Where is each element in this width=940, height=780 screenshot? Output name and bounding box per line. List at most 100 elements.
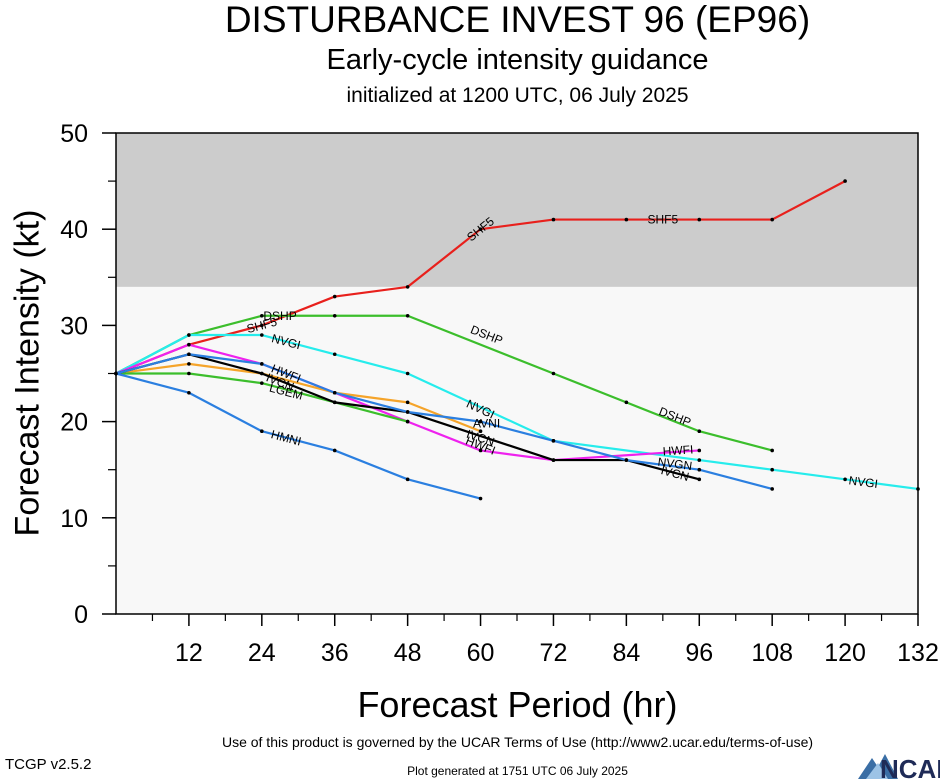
x-tick-label: 96 [685,639,713,667]
version-text: TCGP v2.5.2 [5,756,92,773]
data-point [405,313,410,318]
x-tick-label: 120 [824,639,866,667]
data-point [697,217,702,222]
data-point [187,390,191,395]
data-point [332,448,337,453]
y-tick-label: 40 [60,216,88,244]
data-point [624,458,629,462]
x-tick-label: 36 [321,639,349,667]
data-point [187,333,191,337]
x-tick-label: 24 [248,639,276,667]
data-point [478,448,483,453]
data-point [187,342,191,347]
ncar-logo: NCAR [858,754,940,780]
data-point [770,217,774,222]
data-point [551,458,556,462]
data-point [187,362,191,366]
y-tick-label: 50 [60,120,88,148]
data-point [260,333,264,337]
chart-subtitle: Early-cycle intensity guidance [326,44,709,76]
data-point [187,352,191,357]
generated-text: Plot generated at 1751 UTC 06 July 2025 [407,764,628,778]
y-tick-label: 0 [74,601,88,629]
series-nvgn [114,352,774,491]
series-line [115,333,919,491]
series-label-dshp: DSHP [263,309,296,323]
series-line [115,372,481,500]
data-point [332,313,337,318]
series-line [115,353,700,481]
data-point [260,313,264,318]
x-tick-label: 72 [540,639,568,667]
data-point [916,487,920,491]
data-point [697,458,702,462]
tick-labels: 0 10 20 30 40 50 12 24 36 48 60 72 84 96 108 120 132 [60,120,939,667]
data-point [697,467,702,472]
data-point [770,448,774,453]
data-point [478,419,483,424]
ncar-logo-mark-light [866,763,888,779]
data-point [551,439,556,443]
chart-title: DISTURBANCE INVEST 96 (EP96) [224,0,811,40]
data-point [770,487,774,491]
series-label-hwfi: HWFI [662,442,694,458]
series-lines [114,179,920,501]
data-point [551,217,556,222]
data-point [260,381,264,385]
series-label-avni: AVNI [473,417,500,431]
data-point [697,448,702,453]
intensity-bands: TS [116,49,918,614]
data-point [697,429,702,434]
intensity-band [116,286,918,614]
data-point [551,371,556,376]
x-tick-label: 84 [612,639,640,667]
data-point [405,400,410,405]
band-label: TS [146,49,168,68]
y-tick-label: 30 [60,312,88,340]
series-line [115,362,481,433]
data-point [478,429,483,434]
data-point [332,294,337,299]
ncar-logo-text: NCAR [880,754,940,780]
y-tick-label: 10 [60,505,88,533]
data-point [478,227,483,231]
data-point [405,477,410,482]
series-label-nvgn: NVGN [657,455,693,473]
data-point [843,179,847,183]
data-point [332,400,337,405]
data-point [770,467,774,472]
x-axis-label: Forecast Period (hr) [357,684,678,725]
series-label-shf5: SHF5 [647,213,678,227]
intensity-band [116,133,918,287]
terms-of-use-text: Use of this product is governed by the U… [221,734,814,750]
data-point [843,477,847,482]
data-point [624,400,629,405]
data-point [405,285,410,289]
data-point [405,410,410,414]
data-point [624,217,629,222]
data-point [187,371,191,376]
series-line [115,353,773,491]
y-axis-label: Forecast Intensity (kt) [8,209,47,537]
data-point [260,371,264,376]
y-tick-label: 20 [60,409,88,437]
x-tick-label: 60 [467,639,495,667]
data-point [260,323,264,328]
data-point [405,371,410,376]
initialized-text: initialized at 1200 UTC, 06 July 2025 [346,84,689,107]
x-tick-label: 132 [897,639,939,667]
data-point [332,390,337,395]
ncar-logo-mark [858,754,898,779]
x-tick-label: 12 [175,639,203,667]
x-tick-label: 108 [751,639,793,667]
data-point [478,496,483,501]
x-tick-label: 48 [394,639,422,667]
data-point [114,371,118,376]
data-point [697,477,702,482]
data-point [260,362,264,366]
series-label-nvgi: NVGI [848,473,879,491]
data-point [405,419,410,424]
data-point [260,429,264,434]
data-point [332,352,337,357]
